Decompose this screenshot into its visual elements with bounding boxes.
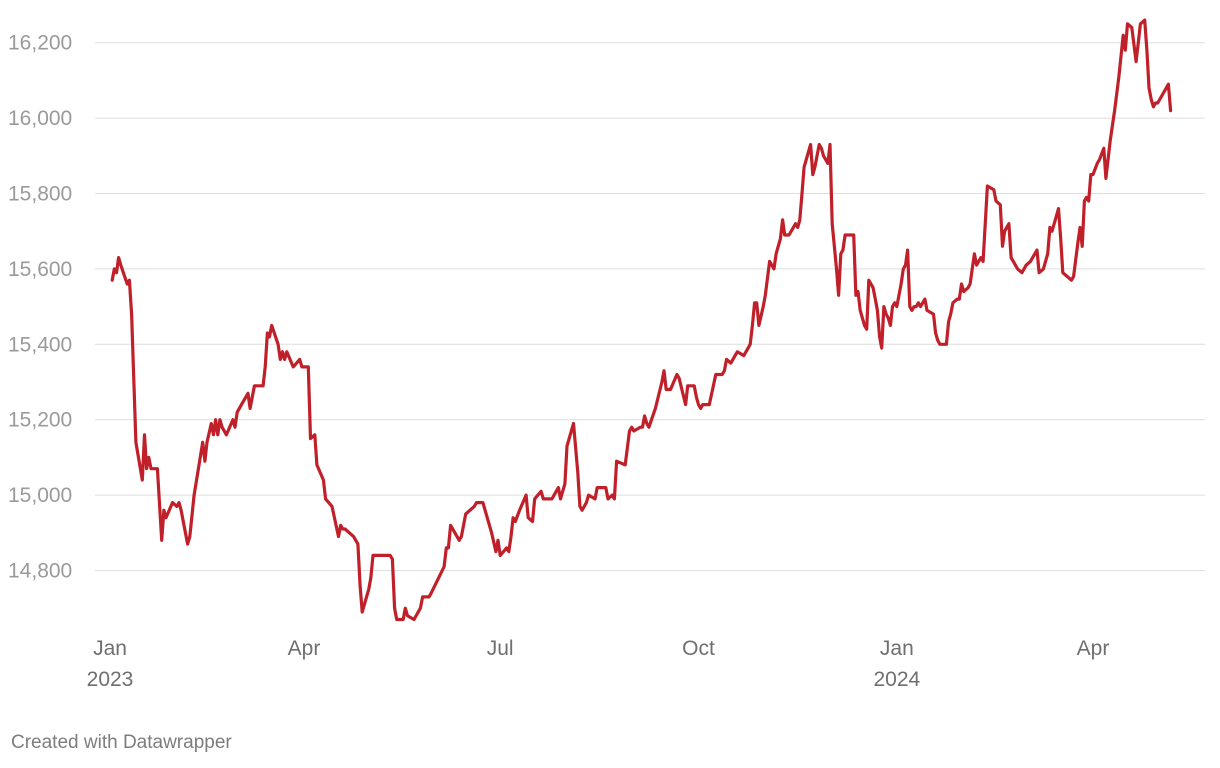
- x-tick-label: Jan: [93, 637, 127, 660]
- line-chart: 14,800 15,000 15,200 15,400 15,600 15,800 16,0…: [8, 18, 1205, 691]
- x-tick-year-label: 2023: [87, 668, 134, 691]
- y-tick-label: 15,400: [8, 333, 72, 356]
- x-tick-label: Jul: [487, 637, 514, 660]
- y-tick-label: 15,000: [8, 484, 72, 507]
- y-axis: 14,800 15,000 15,200 15,400 15,600 15,800 16,0…: [8, 32, 72, 583]
- x-tick-year-label: 2024: [873, 668, 920, 691]
- datawrapper-credit: Created with Datawrapper: [11, 732, 232, 753]
- series-line: [110, 18, 1173, 622]
- x-tick-label: Oct: [682, 637, 715, 660]
- y-tick-label: 16,200: [8, 32, 72, 55]
- gridlines: [95, 42, 1205, 571]
- y-tick-label: 16,000: [8, 107, 72, 130]
- y-tick-label: 14,800: [8, 560, 72, 583]
- y-tick-label: 15,200: [8, 409, 72, 432]
- x-axis: Jan 2023 Apr Jul Oct Jan 2024 Apr: [87, 637, 1110, 691]
- y-tick-label: 15,600: [8, 258, 72, 281]
- x-tick-label: Jan: [880, 637, 914, 660]
- x-tick-label: Apr: [1077, 637, 1110, 660]
- x-tick-label: Apr: [288, 637, 321, 660]
- y-tick-label: 15,800: [8, 183, 72, 206]
- series-line-layer: [110, 18, 1173, 622]
